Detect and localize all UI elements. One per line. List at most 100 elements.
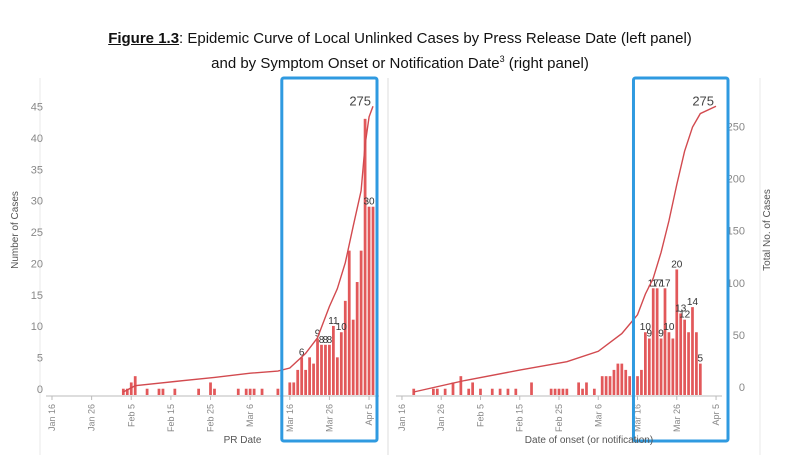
left-x-tick-label: Mar 16: [285, 404, 295, 432]
left-data-label: 8: [327, 335, 333, 346]
right-bar: [655, 288, 659, 395]
left-y-tick-label: 30: [31, 196, 43, 208]
right-bar: [636, 376, 639, 395]
left-x-tick-label: Jan 26: [87, 404, 97, 431]
right-bar: [592, 388, 596, 395]
right-bar: [577, 382, 580, 395]
right-x-tick-label: Jan 16: [397, 404, 407, 431]
right-x-axis-title: Date of onset (or notification): [525, 435, 653, 446]
caption-text-2: and by Symptom Onset or Notification Dat…: [211, 55, 500, 72]
right-data-label: 13: [675, 303, 687, 314]
left-bar: [367, 206, 371, 395]
right-data-label: 17: [659, 278, 671, 289]
right-data-label: 9: [647, 329, 653, 340]
left-data-label: 30: [363, 197, 375, 208]
caption-line-2: and by Symptom Onset or Notification Dat…: [0, 49, 800, 74]
right-bar: [557, 388, 561, 395]
left-x-tick-label: Mar 6: [245, 404, 255, 427]
right-y2-tick-label: 0: [739, 382, 745, 394]
left-x-tick-label: Feb 5: [126, 404, 136, 427]
left-bar: [351, 319, 355, 395]
right-x-tick-label: Feb 15: [515, 404, 525, 432]
left-highlight-box: [280, 76, 379, 443]
left-bar: [213, 388, 216, 395]
left-bar: [129, 382, 133, 395]
left-bar: [173, 388, 177, 395]
left-bar: [335, 357, 339, 395]
caption-text-2-tail: (right panel): [504, 55, 589, 72]
right-bar: [479, 388, 482, 395]
left-bar: [316, 338, 319, 395]
left-bar: [371, 206, 375, 395]
left-bar: [244, 388, 248, 395]
left-bar: [236, 388, 240, 395]
left-data-label: 10: [336, 322, 348, 333]
right-bar: [698, 363, 702, 395]
right-bar: [459, 376, 463, 395]
right-y2-axis-title: Total No. of Cases: [762, 189, 773, 271]
right-bar: [644, 332, 647, 395]
right-bar: [490, 388, 494, 395]
right-bar: [561, 388, 565, 395]
left-data-label: 6: [299, 347, 305, 358]
right-x-tick-label: Jan 26: [436, 404, 446, 431]
left-bar: [300, 357, 304, 395]
right-bar: [612, 369, 616, 395]
figure-caption: Figure 1.3: Epidemic Curve of Local Unli…: [0, 28, 800, 74]
right-x-tick-label: Feb 5: [475, 404, 485, 427]
right-bar: [600, 376, 604, 395]
right-bar: [628, 376, 632, 395]
left-cumulative-total-label: 275: [349, 93, 371, 108]
right-data-label: 5: [698, 354, 704, 365]
right-bar: [683, 319, 686, 395]
right-bar: [691, 307, 694, 395]
right-y2-tick-label: 100: [727, 278, 745, 290]
left-bar: [347, 250, 351, 395]
left-bar: [145, 388, 149, 395]
right-bar: [620, 363, 624, 395]
left-bar: [343, 300, 347, 395]
left-bar: [125, 388, 129, 395]
right-y2-tick-label: 200: [727, 174, 745, 186]
right-bar: [651, 288, 655, 395]
left-y-tick-label: 5: [37, 353, 43, 365]
right-bar: [432, 388, 435, 395]
left-bar: [296, 369, 300, 395]
left-bar: [252, 388, 256, 395]
left-bar: [157, 388, 161, 395]
right-cumulative-line: [413, 105, 717, 393]
right-bar: [435, 388, 439, 395]
left-x-tick-label: Feb 15: [166, 404, 176, 432]
left-bar: [324, 344, 327, 395]
right-bar: [624, 369, 628, 395]
right-bar: [553, 388, 557, 395]
left-bar: [292, 382, 296, 395]
right-data-label: 20: [671, 259, 683, 270]
right-bar: [565, 388, 569, 395]
left-data-label: 11: [328, 316, 339, 327]
right-cumulative-total-label: 275: [692, 93, 714, 108]
left-x-axis-title: PR Date: [224, 435, 262, 446]
caption-text-1: : Epidemic Curve of Local Unlinked Cases…: [179, 30, 692, 47]
right-bar: [679, 313, 683, 395]
left-y-tick-label: 10: [31, 321, 43, 333]
right-bar: [616, 363, 620, 395]
left-bar: [197, 388, 201, 395]
right-y2-tick-label: 250: [727, 121, 745, 133]
right-bar: [695, 332, 698, 395]
left-bar: [248, 388, 252, 395]
left-y-tick-label: 45: [31, 102, 43, 114]
right-data-label: 9: [658, 329, 664, 340]
left-bar: [328, 344, 331, 395]
right-x-tick-label: Mar 6: [593, 404, 603, 427]
right-bar: [451, 382, 455, 395]
right-bar: [608, 376, 612, 395]
right-bar: [659, 338, 663, 395]
left-y-tick-label: 40: [31, 133, 43, 145]
right-bar: [647, 338, 651, 395]
left-bar: [320, 344, 323, 395]
left-bar: [161, 388, 165, 395]
left-data-label: 8: [323, 335, 329, 346]
right-data-label: 14: [687, 297, 699, 308]
